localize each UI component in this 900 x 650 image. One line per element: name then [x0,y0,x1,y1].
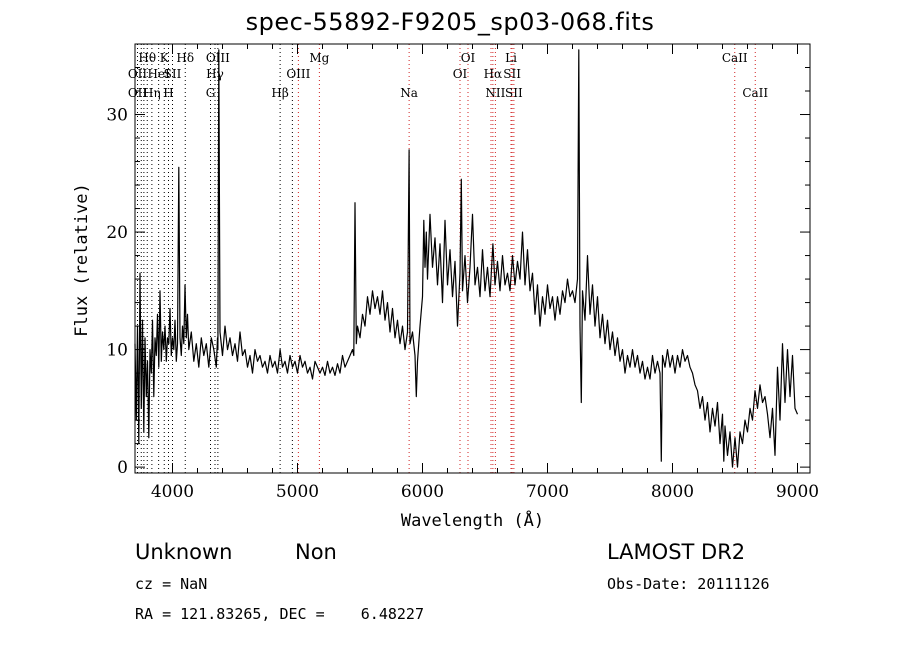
line-label: Li [505,51,517,65]
x-tick-label: 7000 [526,482,569,502]
x-tick-label: 5000 [276,482,319,502]
y-tick-label: 0 [117,458,128,478]
line-label: HeI [147,67,170,81]
tick-labels: 4000 5000 6000 7000 8000 9000 0 10 20 30 [106,106,819,502]
y-tick-label: 30 [106,106,128,126]
line-label: K [160,51,170,65]
y-tick-label: 20 [106,223,128,243]
line-label: CaII [742,86,768,100]
y-tick-label: 10 [106,341,128,361]
class-label: Unknown [135,540,233,564]
line-label: Mg [309,51,329,65]
line-label: Hδ [176,51,194,65]
line-label: NII [485,86,505,100]
coordinates-text: RA = 121.83265, DEC = 6.48227 [135,605,424,623]
x-tick-label: 8000 [651,482,694,502]
line-label: G [206,86,216,100]
y-axis-label: Flux (relative) [72,183,92,337]
line-label: SII [503,67,521,81]
line-label: OII [128,86,148,100]
x-tick-label: 6000 [401,482,444,502]
chart-title: spec-55892-F9205_sp03-068.fits [245,8,655,36]
line-label: OI [461,51,476,65]
line-label: Hβ [271,86,288,100]
line-label: Hγ [206,67,224,81]
line-label: OIII [206,51,230,65]
line-label: SII [164,67,182,81]
subclass-label: Non [295,540,337,564]
spectral-line-labels: OII OII Hθ Hη HeI K H SII Hδ G Hγ OIII Hβ OIII Mg Na OI O… [128,51,769,100]
line-label: CaII [722,51,748,65]
line-label: Na [400,86,418,100]
spectrum-line [134,49,799,468]
plot-axes [134,43,811,474]
survey-label: LAMOST DR2 [607,540,746,564]
x-axis-label: Wavelength (Å) [400,511,545,531]
plot-frame [134,43,811,474]
x-tick-label: 9000 [776,482,819,502]
line-label: H [163,86,173,100]
line-label: Hα [484,67,503,81]
x-tick-label: 4000 [151,482,194,502]
line-label: SII [505,86,523,100]
spectrum-series [134,49,799,468]
line-label: OII [128,67,148,81]
line-label: Hη [143,86,161,100]
line-label: OI [453,67,468,81]
redshift-text: cz = NaN [135,575,208,593]
line-label: OIII [286,67,310,81]
line-label: Hθ [138,51,156,65]
obs-date-text: Obs-Date: 20111126 [607,575,770,593]
